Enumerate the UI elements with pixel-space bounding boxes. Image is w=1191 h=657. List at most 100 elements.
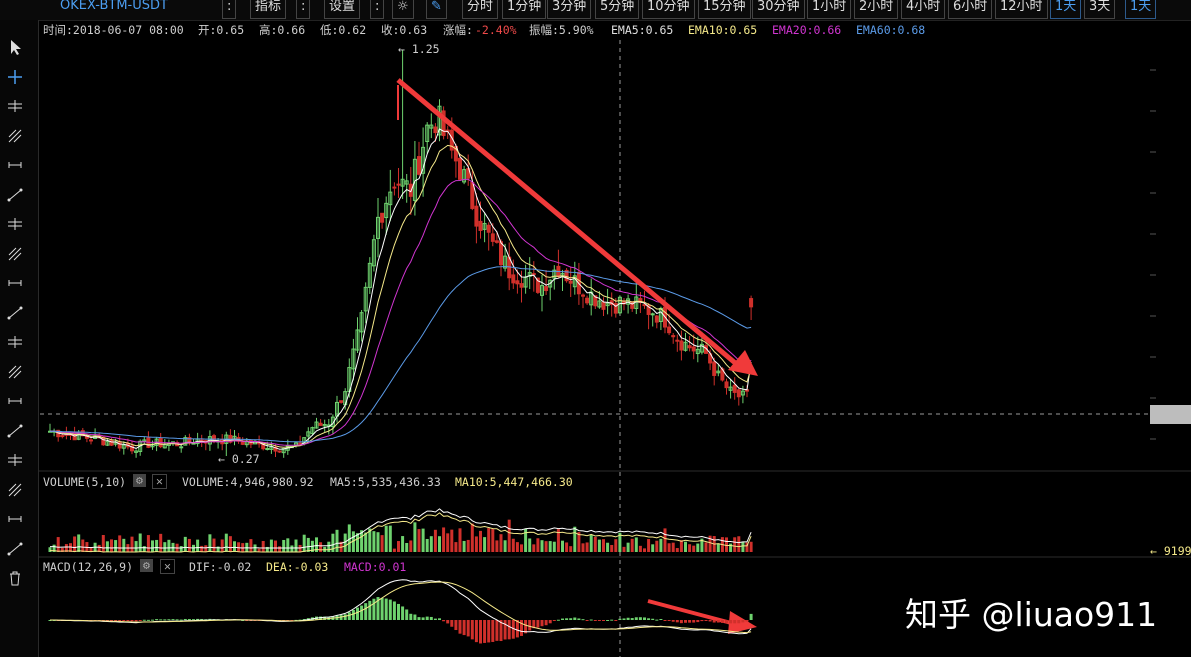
macd-histogram-bar	[602, 620, 605, 621]
volume-bar	[593, 537, 597, 552]
volume-bar	[60, 547, 64, 552]
candle-body	[117, 441, 122, 449]
macd-histogram-bar	[417, 617, 421, 620]
candle-body	[527, 272, 532, 277]
macd-histogram-bar	[159, 619, 163, 621]
macd-histogram-bar	[745, 620, 749, 622]
candle-body	[605, 302, 610, 307]
macd-histogram-bar	[597, 620, 601, 621]
horizontal-ray-icon[interactable]	[4, 95, 26, 117]
macd-histogram-bar	[515, 620, 519, 638]
candle-body	[630, 301, 635, 309]
close-icon[interactable]: ✕	[160, 559, 175, 574]
dropdown-caret[interactable]: :	[370, 0, 385, 19]
interval-tab-active[interactable]: 1天	[1050, 0, 1082, 19]
volume-bar	[73, 536, 77, 552]
volume-bar	[651, 544, 655, 552]
candle-body	[400, 178, 405, 187]
interval-tab[interactable]: 分时	[462, 0, 499, 19]
interval-tab[interactable]: 6小时	[948, 0, 993, 19]
interval-tab[interactable]: 3天	[1084, 0, 1116, 19]
horizontal-line-icon[interactable]	[4, 125, 26, 147]
interval-tab[interactable]: 4小时	[901, 0, 946, 19]
parallel-lines-icon[interactable]	[4, 243, 26, 265]
volume-bar	[183, 536, 187, 552]
price-range-icon[interactable]	[4, 213, 26, 235]
macd-histogram-bar	[667, 620, 671, 621]
volume-bar	[474, 536, 478, 552]
volume-bar	[483, 537, 487, 552]
macd-histogram-bar	[343, 614, 347, 620]
interval-tab[interactable]: 5分钟	[595, 0, 640, 19]
info-close: 收:0.63	[381, 23, 428, 37]
volume-bar	[368, 528, 372, 552]
symbol-selector[interactable]: OKEX-BTM-USDT	[60, 0, 168, 13]
candle-body	[544, 286, 549, 292]
interval-tab[interactable]: 15分钟	[698, 0, 751, 19]
candle-body	[695, 348, 700, 355]
toolbar: OKEX-BTM-USDT : 指标 : 设置 : ☼ ✎ 分时 1分钟 3分钟…	[0, 0, 1191, 21]
gann-fan-icon[interactable]	[4, 449, 26, 471]
gear-icon[interactable]: ⚙	[133, 474, 146, 487]
volume-bar	[585, 542, 589, 552]
interval-dropdown[interactable]: 1天	[1125, 0, 1157, 19]
pattern-icon[interactable]	[4, 538, 26, 560]
volume-axis-value: 91997	[1163, 544, 1191, 558]
settings-button[interactable]: 设置	[324, 0, 361, 19]
macd-histogram-bar	[618, 618, 622, 620]
volume-bar	[733, 537, 737, 552]
macd-histogram-bar	[565, 618, 569, 620]
macd-histogram-bar	[196, 618, 200, 620]
candle-body	[298, 442, 303, 445]
trend-line-icon[interactable]	[4, 272, 26, 294]
candle-body	[474, 205, 479, 227]
vertical-line-icon[interactable]	[4, 184, 26, 206]
draw-icon[interactable]: ✎	[426, 0, 447, 19]
volume-bar	[282, 539, 286, 552]
volume-bar	[671, 542, 675, 552]
interval-tab[interactable]: 30分钟	[752, 0, 805, 19]
interval-tab[interactable]: 3分钟	[547, 0, 592, 19]
volume-bar	[655, 540, 659, 552]
volume-bar	[48, 547, 52, 552]
dropdown-caret[interactable]: :	[222, 0, 237, 19]
macd-histogram-bar	[540, 620, 544, 627]
interval-tab[interactable]: 12小时	[995, 0, 1048, 19]
volume-bar	[515, 542, 519, 552]
arrow-line-icon[interactable]	[4, 361, 26, 383]
candle-body	[425, 124, 430, 143]
fib-fan-icon[interactable]	[4, 479, 26, 501]
volume-bar	[696, 543, 700, 552]
pitchfork-icon[interactable]	[4, 420, 26, 442]
theme-icon[interactable]: ☼	[392, 0, 414, 19]
segment-icon[interactable]	[4, 331, 26, 353]
cursor-icon[interactable]	[4, 36, 26, 58]
volume-bar	[487, 528, 491, 552]
trash-icon[interactable]	[4, 567, 26, 589]
info-change-label: 涨幅:	[443, 23, 473, 37]
candle-body	[277, 450, 282, 453]
gear-icon[interactable]: ⚙	[140, 559, 153, 572]
macd-histogram-bar	[360, 605, 364, 620]
dropdown-caret[interactable]: :	[296, 0, 311, 19]
horizontal-segment-icon[interactable]	[4, 154, 26, 176]
interval-tab[interactable]: 1分钟	[502, 0, 547, 19]
parallel-channel-icon[interactable]	[4, 390, 26, 412]
close-icon[interactable]: ✕	[152, 474, 167, 489]
indicator-button[interactable]: 指标	[250, 0, 287, 19]
interval-tab[interactable]: 1小时	[807, 0, 852, 19]
crosshair-icon[interactable]	[4, 66, 26, 88]
volume-bar	[634, 537, 638, 552]
candle-body	[675, 339, 680, 342]
ray-line-icon[interactable]	[4, 302, 26, 324]
volume-bar	[421, 528, 425, 552]
candle-body	[499, 241, 503, 266]
interval-tab[interactable]: 2小时	[854, 0, 899, 19]
macd-histogram-bar	[429, 616, 433, 620]
interval-tab[interactable]: 10分钟	[642, 0, 695, 19]
spiral-icon[interactable]	[4, 508, 26, 530]
volume-bar	[638, 545, 642, 552]
candle-body	[581, 294, 585, 297]
candle-body	[392, 186, 397, 189]
